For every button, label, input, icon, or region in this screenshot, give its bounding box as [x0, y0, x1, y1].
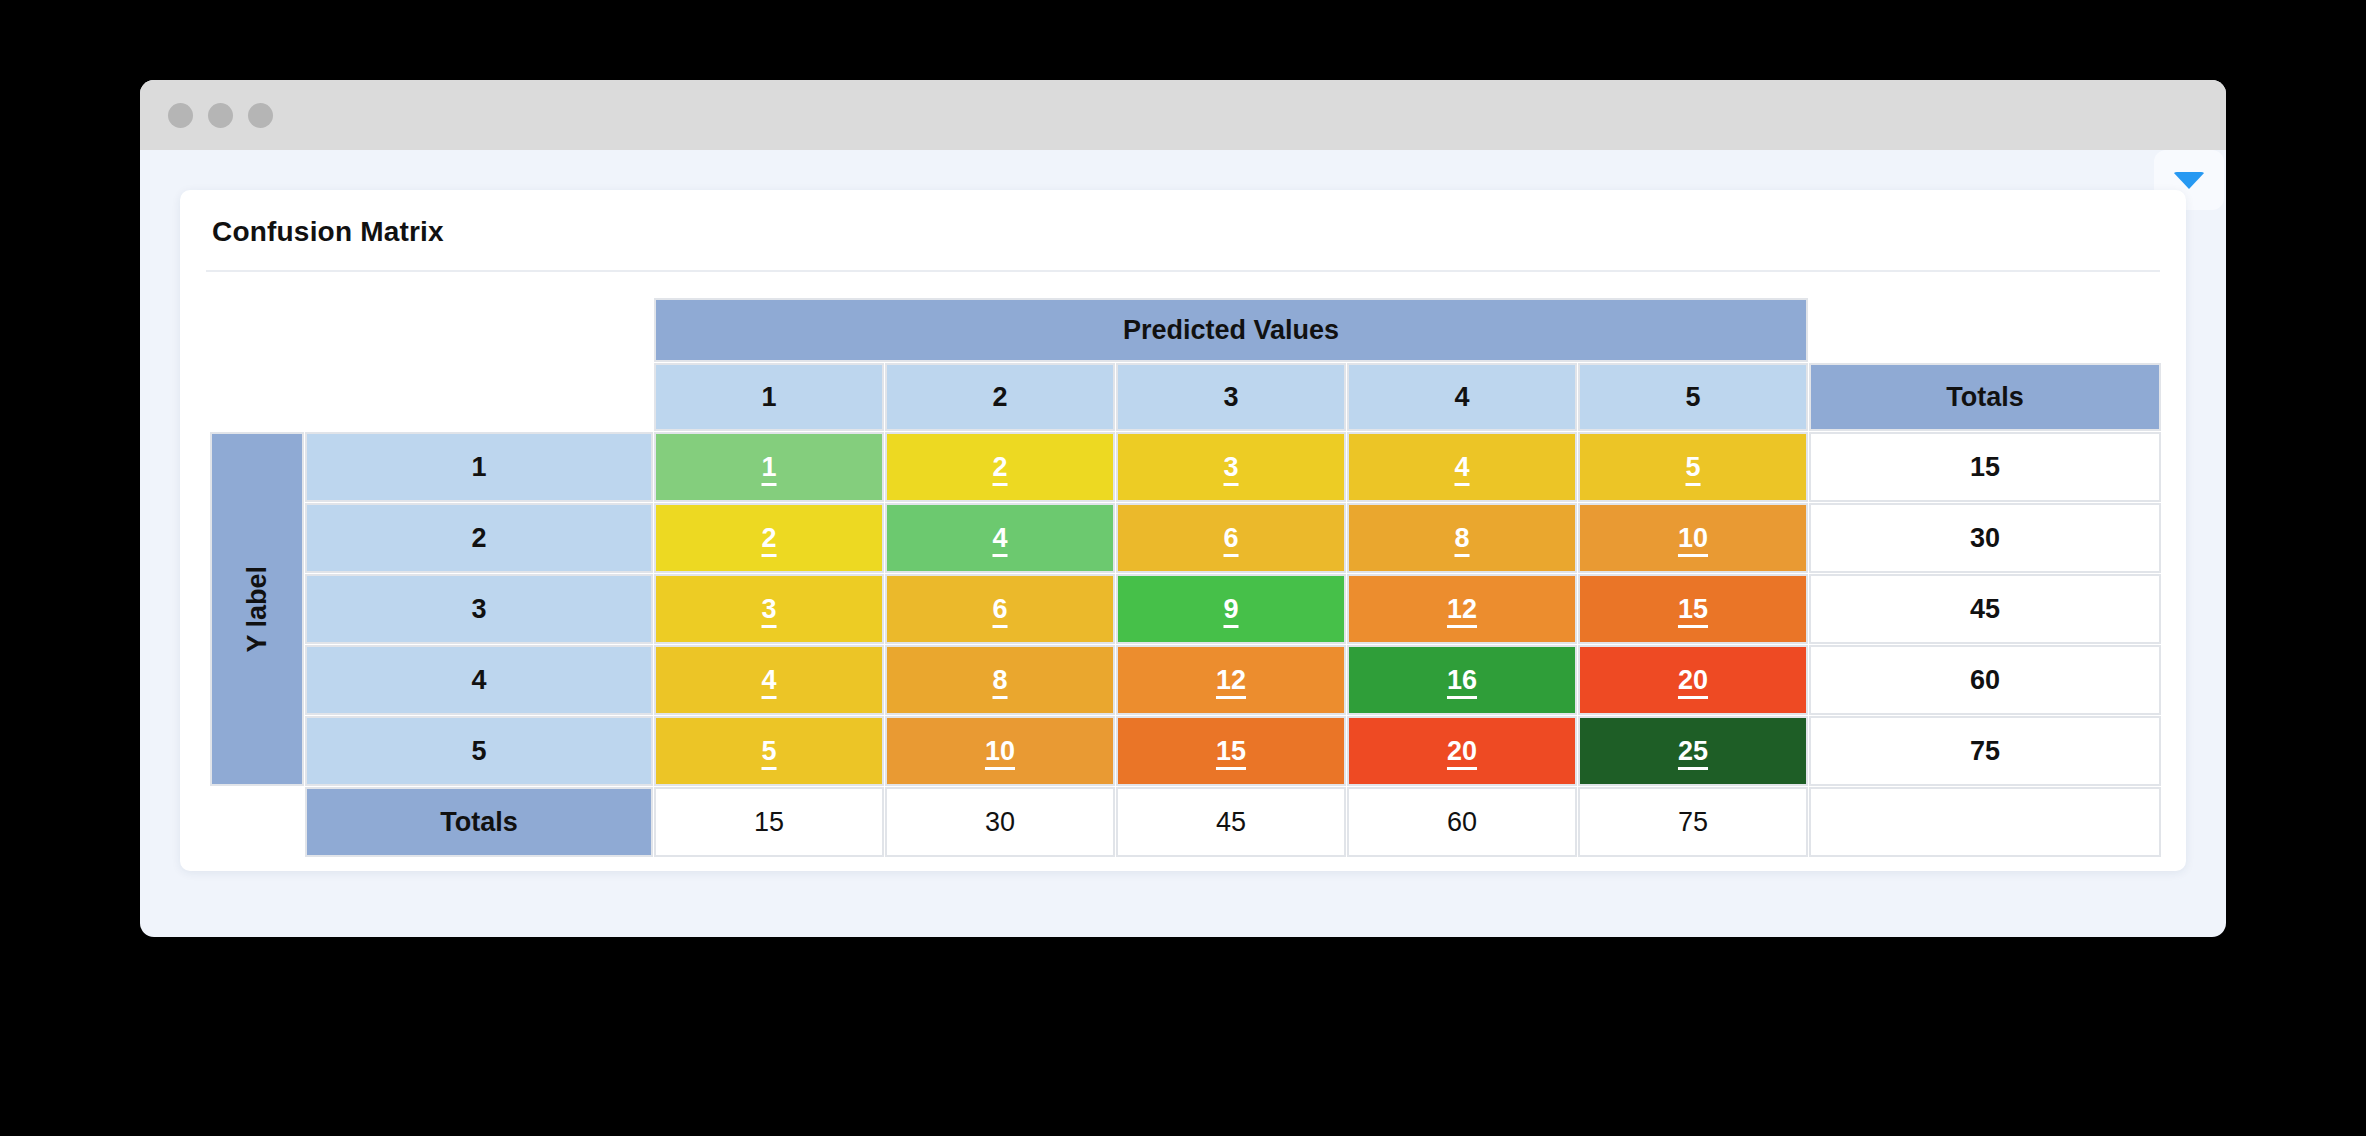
page-title: Confusion Matrix	[212, 216, 2154, 248]
matrix-cell-r3-c1[interactable]: 3	[656, 576, 882, 642]
row-header-4: 4	[307, 647, 651, 713]
confusion-matrix-card: Confusion Matrix Predicted Values Totals…	[180, 190, 2186, 871]
matrix-cell-r5-c2[interactable]: 10	[887, 718, 1113, 784]
row-header-5: 5	[307, 718, 651, 784]
matrix-cell-value: 4	[992, 523, 1007, 554]
matrix-cell-r1-c1[interactable]: 1	[656, 434, 882, 500]
column-header-4: 4	[1349, 365, 1575, 429]
matrix-cell-value: 4	[1454, 452, 1469, 483]
col-total-3: 45	[1118, 789, 1344, 855]
matrix-cell-value: 6	[992, 594, 1007, 625]
matrix-cell-r3-c5[interactable]: 15	[1580, 576, 1806, 642]
matrix-cell-value: 2	[761, 523, 776, 554]
matrix-cell-value: 4	[761, 665, 776, 696]
matrix-cell-value: 12	[1216, 665, 1246, 696]
matrix-cell-r3-c4[interactable]: 12	[1349, 576, 1575, 642]
matrix-cell-value: 9	[1223, 594, 1238, 625]
matrix-cell-r1-c5[interactable]: 5	[1580, 434, 1806, 500]
col-total-1: 15	[656, 789, 882, 855]
y-axis-label-text: Y label	[242, 566, 273, 653]
column-header-3: 3	[1118, 365, 1344, 429]
grand-total-cell	[1811, 789, 2159, 855]
matrix-cell-r4-c4[interactable]: 16	[1349, 647, 1575, 713]
matrix-cell-value: 3	[761, 594, 776, 625]
matrix-cell-r1-c3[interactable]: 3	[1118, 434, 1344, 500]
row-total-4: 60	[1811, 647, 2159, 713]
matrix-cell-r4-c1[interactable]: 4	[656, 647, 882, 713]
matrix-cell-value: 16	[1447, 665, 1477, 696]
matrix-cell-r3-c2[interactable]: 6	[887, 576, 1113, 642]
matrix-cell-value: 10	[985, 736, 1015, 767]
title-divider	[206, 270, 2160, 272]
matrix-cell-r2-c3[interactable]: 6	[1118, 505, 1344, 571]
matrix-cell-value: 20	[1447, 736, 1477, 767]
app-window: Confusion Matrix Predicted Values Totals…	[140, 80, 2226, 937]
y-axis-label: Y label	[212, 434, 302, 784]
confusion-matrix-table: Predicted Values Totals Y label Totals 1…	[212, 300, 2154, 855]
matrix-cell-value: 3	[1223, 452, 1238, 483]
matrix-cell-r2-c4[interactable]: 8	[1349, 505, 1575, 571]
matrix-cell-r1-c4[interactable]: 4	[1349, 434, 1575, 500]
row-header-2: 2	[307, 505, 651, 571]
row-header-1: 1	[307, 434, 651, 500]
col-total-4: 60	[1349, 789, 1575, 855]
row-total-1: 15	[1811, 434, 2159, 500]
matrix-cell-value: 12	[1447, 594, 1477, 625]
matrix-cell-r2-c5[interactable]: 10	[1580, 505, 1806, 571]
col-total-5: 75	[1580, 789, 1806, 855]
matrix-cell-value: 25	[1678, 736, 1708, 767]
matrix-cell-value: 6	[1223, 523, 1238, 554]
matrix-cell-r4-c5[interactable]: 20	[1580, 647, 1806, 713]
matrix-cell-r1-c2[interactable]: 2	[887, 434, 1113, 500]
row-total-2: 30	[1811, 505, 2159, 571]
matrix-cell-value: 8	[1454, 523, 1469, 554]
matrix-cell-r4-c3[interactable]: 12	[1118, 647, 1344, 713]
matrix-cell-value: 5	[1685, 452, 1700, 483]
matrix-cell-r2-c1[interactable]: 2	[656, 505, 882, 571]
matrix-cell-value: 1	[761, 452, 776, 483]
totals-row-header: Totals	[307, 789, 651, 855]
matrix-cell-r5-c3[interactable]: 15	[1118, 718, 1344, 784]
matrix-cell-value: 8	[992, 665, 1007, 696]
row-header-3: 3	[307, 576, 651, 642]
matrix-cell-value: 15	[1678, 594, 1708, 625]
matrix-cell-r5-c1[interactable]: 5	[656, 718, 882, 784]
row-total-5: 75	[1811, 718, 2159, 784]
matrix-cell-r5-c5[interactable]: 25	[1580, 718, 1806, 784]
window-control-dot-2[interactable]	[208, 103, 233, 128]
matrix-cell-r4-c2[interactable]: 8	[887, 647, 1113, 713]
column-header-1: 1	[656, 365, 882, 429]
matrix-cell-value: 2	[992, 452, 1007, 483]
matrix-cell-value: 10	[1678, 523, 1708, 554]
matrix-cell-r5-c4[interactable]: 20	[1349, 718, 1575, 784]
column-header-5: 5	[1580, 365, 1806, 429]
column-header-2: 2	[887, 365, 1113, 429]
totals-column-header: Totals	[1811, 365, 2159, 429]
row-total-3: 45	[1811, 576, 2159, 642]
caret-down-icon	[2173, 172, 2205, 189]
matrix-cell-value: 15	[1216, 736, 1246, 767]
matrix-cell-r3-c3[interactable]: 9	[1118, 576, 1344, 642]
window-titlebar	[140, 80, 2226, 150]
window-control-dot-1[interactable]	[168, 103, 193, 128]
predicted-values-header: Predicted Values	[656, 300, 1806, 360]
col-total-2: 30	[887, 789, 1113, 855]
window-control-dot-3[interactable]	[248, 103, 273, 128]
matrix-cell-value: 20	[1678, 665, 1708, 696]
matrix-cell-value: 5	[761, 736, 776, 767]
matrix-cell-r2-c2[interactable]: 4	[887, 505, 1113, 571]
